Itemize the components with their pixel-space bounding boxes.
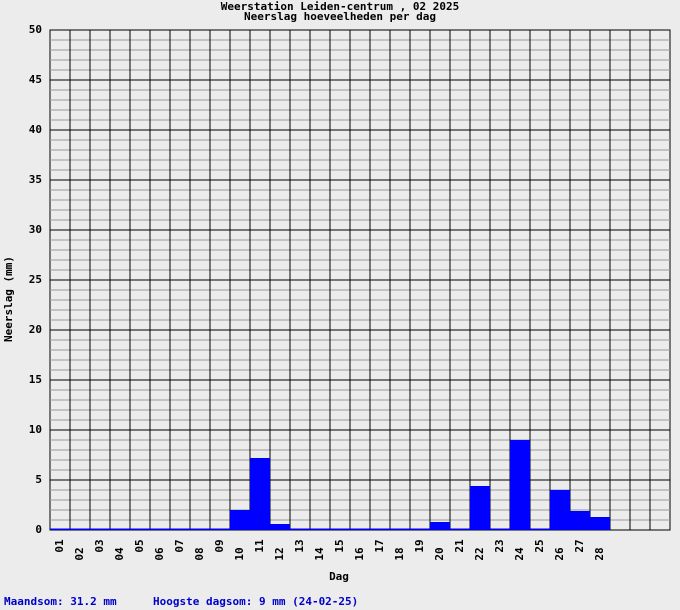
bar [270, 524, 290, 530]
x-tick-label: 08 [193, 547, 206, 560]
bar [230, 510, 250, 530]
bar [370, 528, 390, 530]
bar [210, 528, 230, 530]
annotation: Maandsom: 31.2 mm [4, 595, 117, 608]
bar [70, 528, 90, 530]
y-tick-label: 30 [29, 223, 42, 236]
x-tick-label: 11 [253, 539, 266, 553]
bar [150, 528, 170, 530]
y-tick-label: 20 [29, 323, 42, 336]
bar [550, 490, 570, 530]
x-tick-label: 28 [593, 547, 606, 560]
x-tick-label: 13 [293, 539, 306, 552]
x-tick-label: 27 [573, 539, 586, 552]
x-tick-label: 17 [373, 539, 386, 552]
x-tick-label: 18 [393, 547, 406, 560]
x-tick-label: 04 [113, 547, 126, 561]
x-axis-label: Dag [329, 570, 349, 583]
bar [490, 528, 510, 530]
y-tick-label: 35 [29, 173, 42, 186]
chart-title: Weerstation Leiden-centrum , 02 2025 [221, 0, 459, 13]
x-tick-label: 01 [53, 539, 66, 553]
x-tick-label: 21 [453, 539, 466, 553]
bar [250, 458, 270, 530]
y-tick-label: 15 [29, 373, 42, 386]
x-tick-label: 19 [413, 539, 426, 552]
y-axis-label: Neerslag (mm) [2, 256, 15, 342]
bar [290, 528, 310, 530]
bar [450, 528, 470, 530]
x-tick-label: 20 [433, 547, 446, 560]
bar [130, 528, 150, 530]
x-tick-label: 15 [333, 539, 346, 552]
x-tick-label: 03 [93, 539, 106, 552]
bar [590, 517, 610, 530]
bar [330, 528, 350, 530]
bar [430, 522, 450, 530]
bar [510, 440, 530, 530]
x-tick-label: 09 [213, 539, 226, 552]
bar [190, 528, 210, 530]
x-tick-label: 02 [73, 547, 86, 560]
x-tick-label: 05 [133, 539, 146, 552]
bar [390, 528, 410, 530]
y-tick-label: 0 [35, 523, 42, 536]
x-tick-label: 12 [273, 547, 286, 560]
bar [470, 486, 490, 530]
y-tick-label: 45 [29, 73, 42, 86]
y-tick-label: 25 [29, 273, 42, 286]
bar [90, 528, 110, 530]
x-tick-label: 06 [153, 547, 166, 561]
x-tick-label: 26 [553, 547, 566, 561]
x-tick-label: 22 [473, 547, 486, 560]
bar [170, 528, 190, 530]
bar [110, 528, 130, 530]
y-tick-label: 50 [29, 23, 42, 36]
x-tick-label: 23 [493, 539, 506, 552]
bar [310, 528, 330, 530]
x-tick-label: 14 [313, 547, 326, 561]
chart-subtitle: Neerslag hoeveelheden per dag [244, 10, 436, 23]
bar [570, 511, 590, 530]
x-tick-label: 07 [173, 539, 186, 552]
bar [50, 528, 70, 530]
bar [410, 528, 430, 530]
x-tick-label: 24 [513, 547, 526, 561]
y-tick-label: 10 [29, 423, 42, 436]
bar [530, 528, 550, 530]
annotation: Hoogste dagsom: 9 mm (24-02-25) [153, 595, 358, 608]
x-tick-label: 10 [233, 547, 246, 560]
x-tick-label: 16 [353, 547, 366, 561]
bar [350, 528, 370, 530]
layer: 0510152025303540455001020304050607080910… [29, 23, 610, 561]
x-tick-label: 25 [533, 539, 546, 552]
y-tick-label: 5 [35, 473, 42, 486]
y-tick-label: 40 [29, 123, 42, 136]
